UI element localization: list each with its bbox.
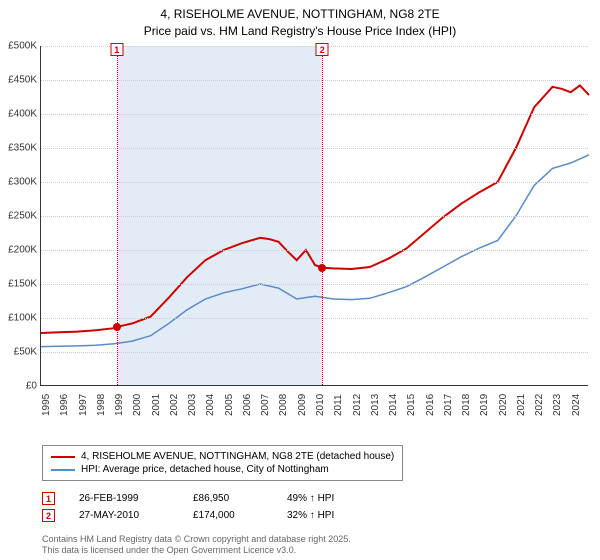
y-tick-label: £400K [1,109,37,120]
y-tick-label: £500K [1,41,37,52]
x-tick-label: 2008 [278,394,289,416]
y-tick-label: £50K [1,347,37,358]
x-tick-label: 2017 [443,394,454,416]
sales-table: 1 26-FEB-1999 £86,950 49% ↑ HPI 2 27-MAY… [42,490,367,524]
legend-item: HPI: Average price, detached house, City… [51,463,394,476]
x-tick-label: 1996 [59,394,70,416]
x-tick-label: 2001 [151,394,162,416]
x-tick-label: 2000 [132,394,143,416]
x-tick-label: 2018 [461,394,472,416]
x-tick-label: 2023 [552,394,563,416]
plot-region: £0£50K£100K£150K£200K£250K£300K£350K£400… [40,46,588,386]
legend: 4, RISEHOLME AVENUE, NOTTINGHAM, NG8 2TE… [42,445,403,481]
x-tick-label: 2010 [315,394,326,416]
x-tick-label: 2003 [187,394,198,416]
sale-marker-line [322,46,323,385]
chart-container: 4, RISEHOLME AVENUE, NOTTINGHAM, NG8 2TE… [0,0,600,560]
y-gridline [41,318,588,319]
y-tick-label: £250K [1,211,37,222]
x-tick-label: 2016 [425,394,436,416]
y-tick-label: £350K [1,143,37,154]
x-tick-label: 2004 [205,394,216,416]
y-gridline [41,80,588,81]
y-gridline [41,182,588,183]
sale-marker-line [117,46,118,385]
sale-marker-box: 1 [110,43,123,56]
x-tick-label: 2009 [297,394,308,416]
x-tick-label: 2022 [534,394,545,416]
sale-marker-dot [318,264,326,272]
x-tick-label: 2011 [333,394,344,416]
y-tick-label: £200K [1,245,37,256]
x-tick-label: 2002 [169,394,180,416]
legend-label: HPI: Average price, detached house, City… [81,464,329,475]
sale-price: £174,000 [193,510,263,521]
x-tick-label: 2013 [370,394,381,416]
chart-area: £0£50K£100K£150K£200K£250K£300K£350K£400… [40,46,588,416]
y-tick-label: £300K [1,177,37,188]
y-gridline [41,114,588,115]
y-tick-label: £450K [1,75,37,86]
title-line1: 4, RISEHOLME AVENUE, NOTTINGHAM, NG8 2TE [0,6,600,23]
x-tick-label: 2005 [224,394,235,416]
x-tick-label: 2015 [406,394,417,416]
legend-label: 4, RISEHOLME AVENUE, NOTTINGHAM, NG8 2TE… [81,451,394,462]
sale-date: 26-FEB-1999 [79,493,169,504]
y-tick-label: £0 [1,381,37,392]
y-gridline [41,284,588,285]
y-gridline [41,148,588,149]
sale-date: 27-MAY-2010 [79,510,169,521]
x-tick-label: 2021 [516,394,527,416]
y-gridline [41,352,588,353]
x-tick-label: 2014 [388,394,399,416]
x-tick-label: 1999 [114,394,125,416]
x-tick-label: 2024 [571,394,582,416]
legend-swatch [51,456,75,458]
sale-marker: 2 [42,509,55,522]
x-tick-label: 2019 [479,394,490,416]
x-tick-label: 2020 [498,394,509,416]
legend-swatch [51,469,75,471]
legend-item: 4, RISEHOLME AVENUE, NOTTINGHAM, NG8 2TE… [51,450,394,463]
x-tick-label: 2007 [260,394,271,416]
credits: Contains HM Land Registry data © Crown c… [42,534,351,556]
sale-marker: 1 [42,492,55,505]
title-line2: Price paid vs. HM Land Registry's House … [0,23,600,40]
x-tick-label: 2012 [352,394,363,416]
y-tick-label: £100K [1,313,37,324]
sale-marker-box: 2 [316,43,329,56]
x-tick-label: 1998 [96,394,107,416]
title-block: 4, RISEHOLME AVENUE, NOTTINGHAM, NG8 2TE… [0,0,600,40]
x-tick-label: 1997 [78,394,89,416]
x-tick-label: 1995 [41,394,52,416]
credits-line1: Contains HM Land Registry data © Crown c… [42,534,351,545]
sale-row: 1 26-FEB-1999 £86,950 49% ↑ HPI [42,490,367,507]
sale-marker-dot [113,323,121,331]
sale-delta: 49% ↑ HPI [287,493,367,504]
y-gridline [41,216,588,217]
sale-delta: 32% ↑ HPI [287,510,367,521]
x-tick-label: 2006 [242,394,253,416]
sale-price: £86,950 [193,493,263,504]
y-gridline [41,250,588,251]
sale-row: 2 27-MAY-2010 £174,000 32% ↑ HPI [42,507,367,524]
y-tick-label: £150K [1,279,37,290]
credits-line2: This data is licensed under the Open Gov… [42,545,351,556]
